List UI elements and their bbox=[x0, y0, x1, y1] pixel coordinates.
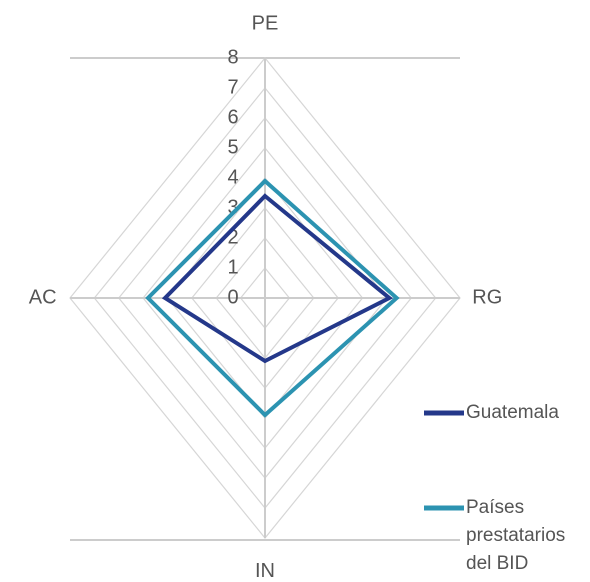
r-tick-label: 6 bbox=[227, 106, 238, 128]
r-tick-label: 4 bbox=[227, 166, 238, 188]
r-tick-label: 2 bbox=[227, 226, 238, 248]
legend-label: Países prestatarios del BID bbox=[466, 497, 566, 574]
axis-label: RG bbox=[472, 286, 502, 308]
axis-label: AC bbox=[29, 286, 57, 308]
r-tick-label: 1 bbox=[227, 256, 238, 278]
axis-label: PE bbox=[252, 13, 279, 35]
series-line bbox=[145, 178, 400, 418]
legend-label: Guatemala bbox=[466, 402, 559, 423]
r-tick-label: 8 bbox=[227, 46, 238, 68]
series-line bbox=[161, 193, 393, 364]
r-tick-label: 0 bbox=[227, 286, 238, 308]
r-tick-label: 5 bbox=[227, 136, 238, 158]
axis-label: IN bbox=[255, 560, 275, 582]
r-tick-label: 3 bbox=[227, 196, 238, 218]
r-tick-label: 7 bbox=[227, 76, 238, 98]
